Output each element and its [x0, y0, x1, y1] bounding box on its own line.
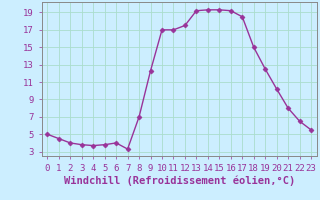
X-axis label: Windchill (Refroidissement éolien,°C): Windchill (Refroidissement éolien,°C): [64, 175, 295, 186]
